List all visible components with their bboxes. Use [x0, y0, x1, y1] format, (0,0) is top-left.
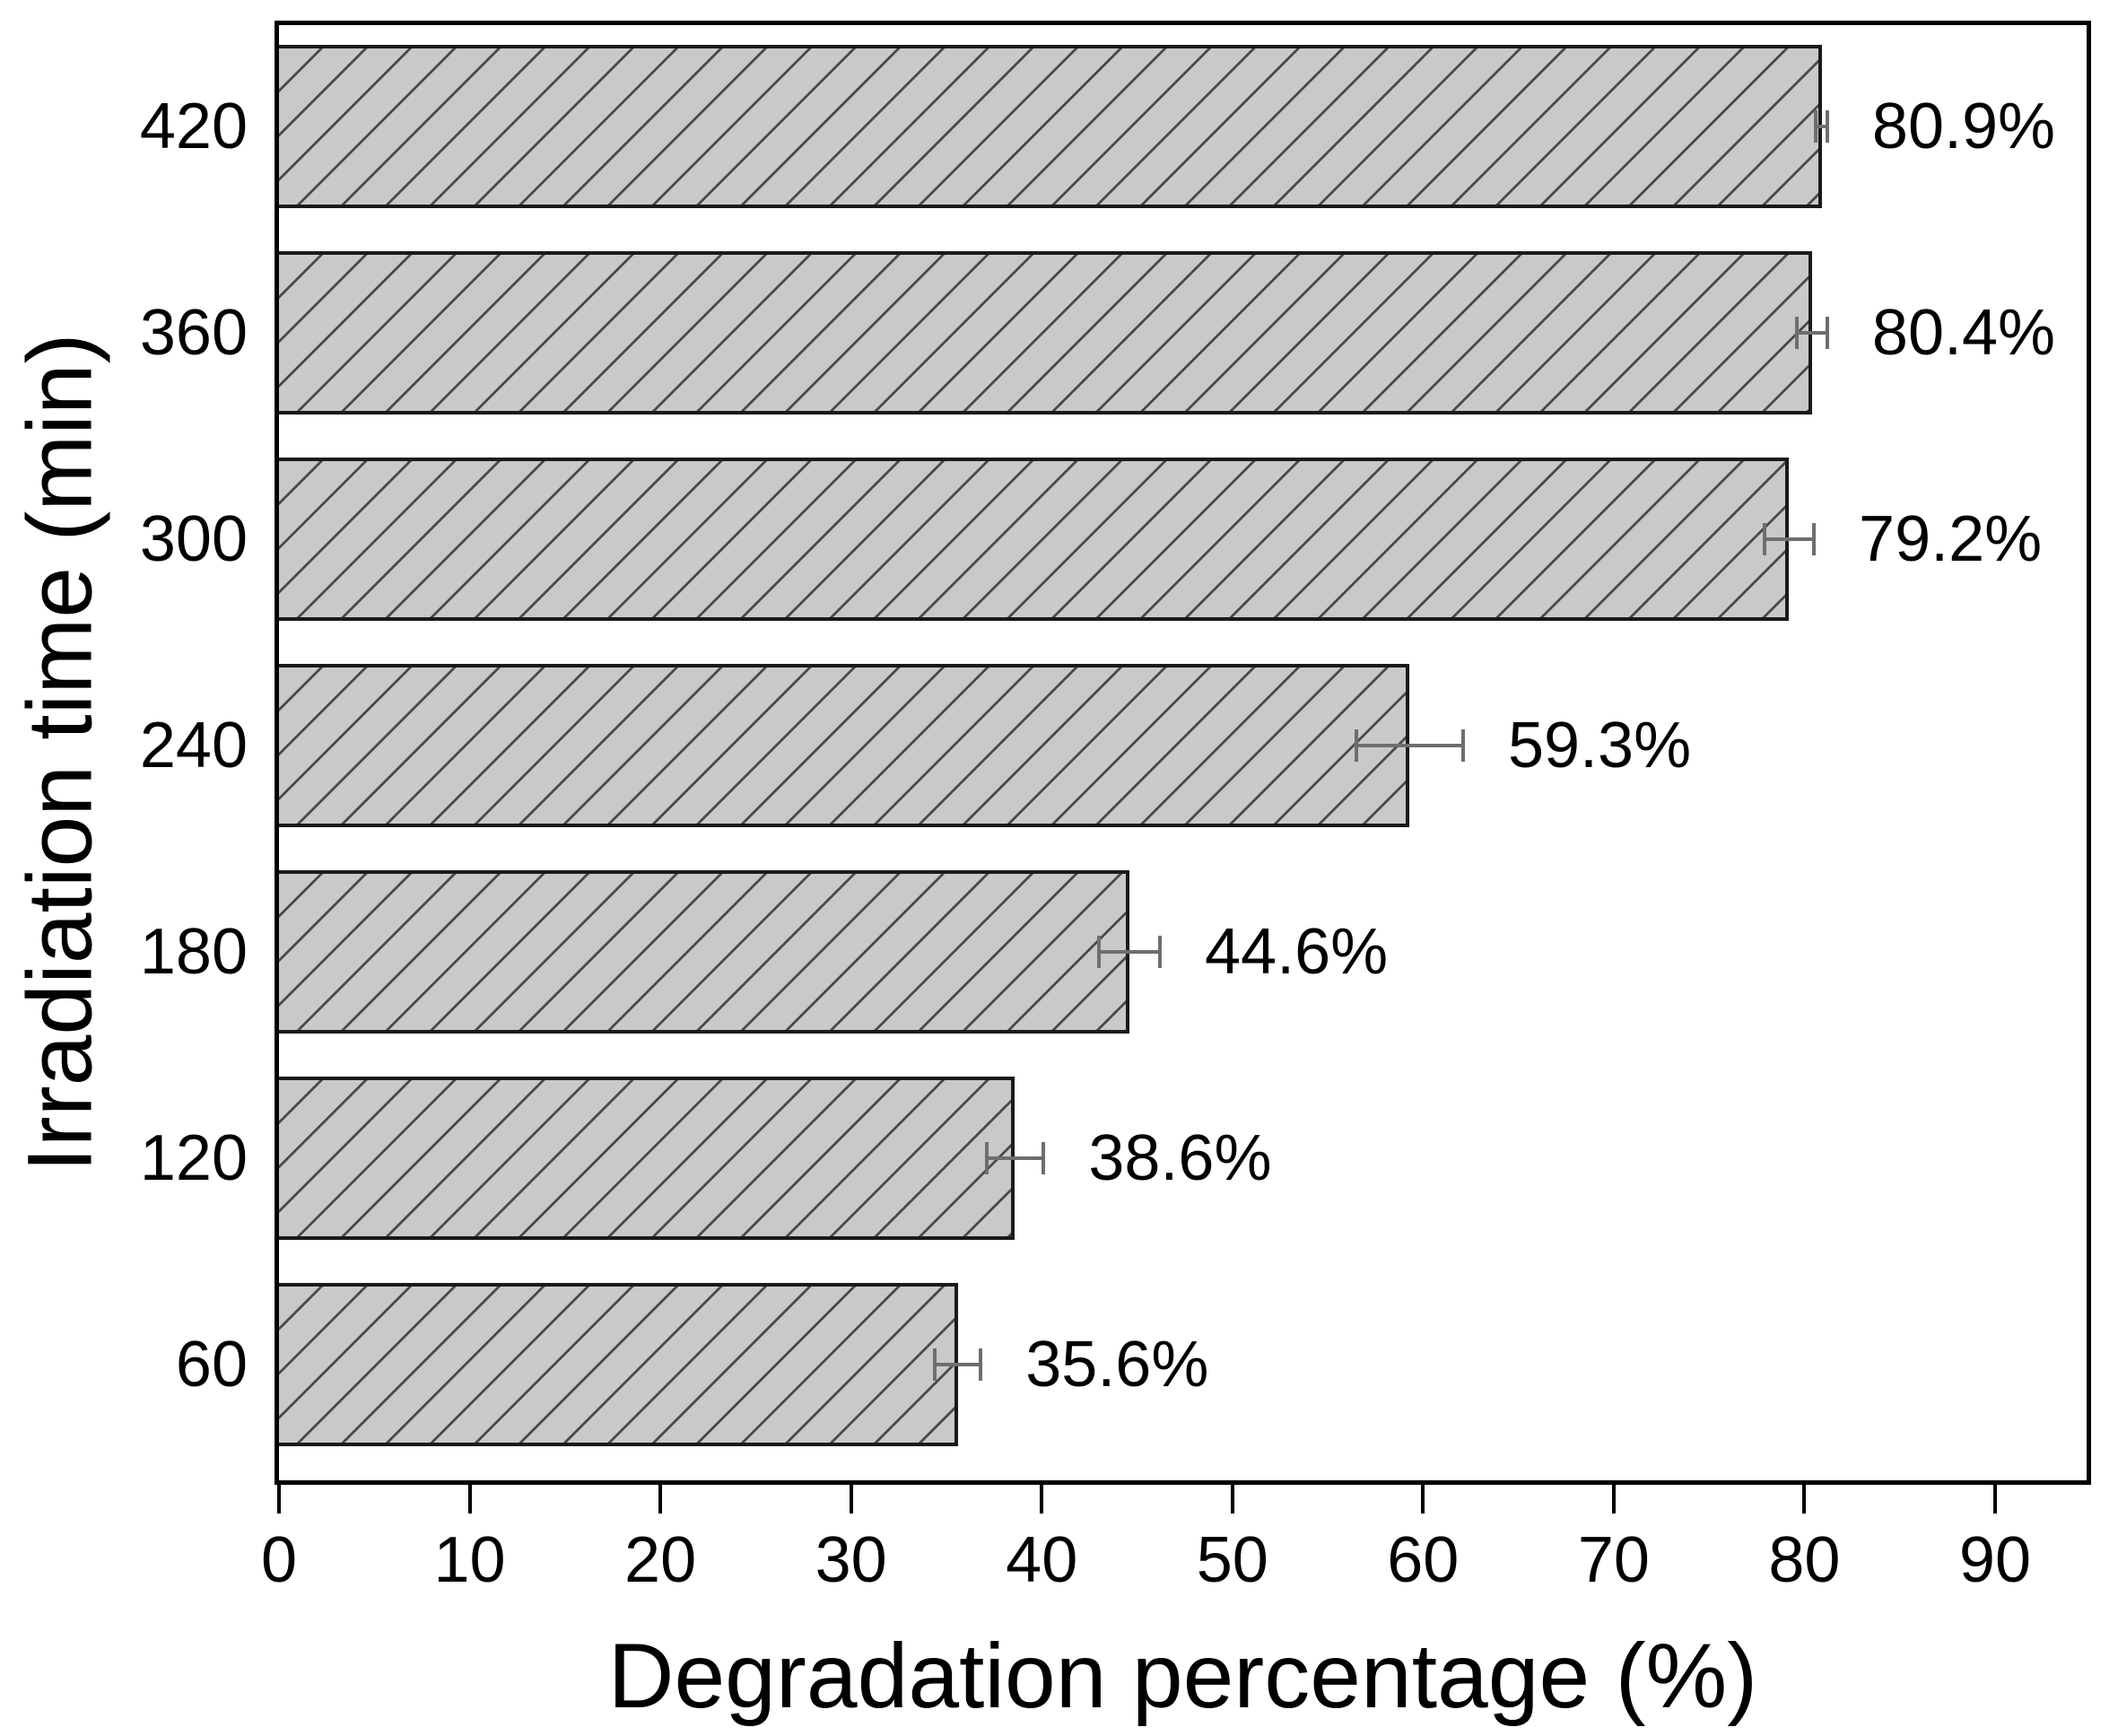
y-tick-label-420: 420	[139, 91, 248, 162]
error-bar-cap-left	[1794, 317, 1799, 349]
error-bar-cap-left	[984, 1142, 989, 1174]
error-bar-cap-left	[1354, 729, 1358, 762]
x-tick-label-90: 90	[1958, 1524, 2032, 1596]
y-tick-label-120: 120	[139, 1122, 248, 1194]
bar-value-label: 35.6%	[1025, 1329, 1209, 1400]
y-tick-label-60: 60	[175, 1329, 248, 1400]
error-bar-cap-right	[1825, 317, 1829, 349]
error-bar	[1816, 125, 1827, 128]
x-tick-90	[1992, 1483, 1997, 1514]
x-tick-80	[1802, 1483, 1807, 1514]
error-bar	[935, 1363, 981, 1366]
error-bar	[1098, 950, 1160, 954]
error-bar-cap-left	[1096, 936, 1101, 968]
x-tick-60	[1421, 1483, 1425, 1514]
x-tick-40	[1040, 1483, 1044, 1514]
x-tick-label-10: 10	[433, 1524, 506, 1596]
bar-value-label: 59.3%	[1507, 710, 1692, 781]
bar-value-label: 80.4%	[1871, 297, 2056, 369]
plot-area: 80.9% 80.4% 79.2% 59.3% 44.6% 38.6% 35.6%	[275, 21, 2091, 1485]
x-tick-label-70: 70	[1577, 1524, 1650, 1596]
y-tick-label-360: 360	[139, 297, 248, 369]
error-bar-cap-right	[1825, 110, 1829, 143]
bar-240min	[279, 664, 1410, 827]
x-tick-10	[467, 1483, 472, 1514]
y-tick-label-180: 180	[139, 916, 248, 988]
error-bar	[1355, 744, 1463, 747]
x-tick-70	[1611, 1483, 1616, 1514]
error-bar-cap-right	[1157, 936, 1162, 968]
x-tick-label-50: 50	[1196, 1524, 1268, 1596]
x-tick-0	[277, 1483, 281, 1514]
error-bar	[986, 1156, 1044, 1160]
bar-300min	[279, 458, 1790, 621]
error-bar	[1764, 537, 1815, 541]
bar-value-label: 80.9%	[1871, 91, 2056, 162]
bar-60min	[279, 1283, 958, 1446]
x-tick-50	[1230, 1483, 1234, 1514]
error-bar	[1796, 331, 1827, 335]
x-tick-label-60: 60	[1387, 1524, 1460, 1596]
x-tick-20	[658, 1483, 663, 1514]
y-axis-title: Irradiation time (min)	[8, 333, 111, 1173]
x-axis-title: Degradation percentage (%)	[607, 1625, 1758, 1727]
error-bar-cap-left	[933, 1348, 937, 1381]
error-bar-cap-left	[1814, 110, 1818, 143]
x-tick-label-40: 40	[1006, 1524, 1078, 1596]
error-bar-cap-right	[979, 1348, 983, 1381]
error-bar-cap-left	[1762, 523, 1766, 555]
x-tick-label-0: 0	[260, 1524, 298, 1596]
y-tick-label-300: 300	[139, 503, 248, 575]
bar-value-label: 38.6%	[1088, 1122, 1272, 1194]
x-tick-30	[849, 1483, 853, 1514]
error-bar-cap-right	[1042, 1142, 1046, 1174]
error-bar-cap-right	[1812, 523, 1817, 555]
bar-value-label: 44.6%	[1204, 916, 1389, 988]
x-tick-label-20: 20	[624, 1524, 697, 1596]
x-tick-label-30: 30	[815, 1524, 887, 1596]
bar-360min	[279, 251, 1812, 414]
y-tick-label-240: 240	[139, 710, 248, 781]
bar-value-label: 79.2%	[1859, 503, 2043, 575]
bar-180min	[279, 870, 1129, 1034]
bar-420min	[279, 45, 1822, 208]
error-bar-cap-right	[1460, 729, 1465, 762]
bar-120min	[279, 1077, 1015, 1240]
x-tick-label-80: 80	[1768, 1524, 1841, 1596]
